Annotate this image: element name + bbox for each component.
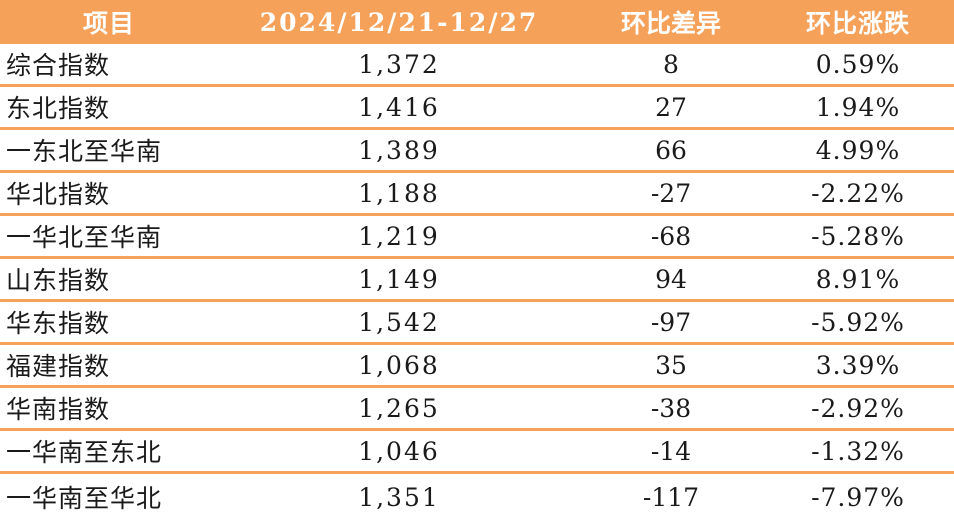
row-name: 一华南至华北 <box>6 484 163 513</box>
table-row: 一华南至东北 1,046 -14 -1.32% <box>0 431 954 474</box>
row-value: 1,389 <box>358 135 440 165</box>
row-change: 1.94% <box>815 92 901 122</box>
row-name: 一华南至东北 <box>6 438 163 467</box>
header-change: 环比涨跌 <box>805 9 910 38</box>
row-diff: -68 <box>650 221 692 251</box>
row-diff: 66 <box>655 135 687 165</box>
row-name: 综合指数 <box>6 51 111 80</box>
row-name: 华北指数 <box>6 180 111 209</box>
row-diff: -38 <box>650 393 692 423</box>
table-row: 一华南至华北 1,351 -117 -7.97% <box>0 474 954 520</box>
row-change: -2.92% <box>811 393 905 423</box>
row-name: 一东北至华南 <box>6 137 163 166</box>
table-row: 福建指数 1,068 35 3.39% <box>0 345 954 388</box>
table-body: 综合指数 1,372 8 0.59% 东北指数 1,416 27 1.94% 一东北至华南 1,3… <box>0 44 954 520</box>
row-change: 4.99% <box>815 135 901 165</box>
row-value: 1,542 <box>358 307 440 337</box>
row-diff: 35 <box>655 350 687 380</box>
table-row: 山东指数 1,149 94 8.91% <box>0 259 954 302</box>
row-value: 1,149 <box>358 264 440 294</box>
row-diff: 27 <box>655 92 687 122</box>
table-row: 东北指数 1,416 27 1.94% <box>0 87 954 130</box>
row-diff: -117 <box>642 482 700 512</box>
row-diff: -14 <box>650 436 692 466</box>
row-value: 1,219 <box>358 221 440 251</box>
row-name: 华东指数 <box>6 309 111 338</box>
row-value: 1,416 <box>358 92 440 122</box>
header-period: 2024/12/21-12/27 <box>259 7 539 37</box>
row-name: 山东指数 <box>6 266 111 295</box>
table-header: 项目 2024/12/21-12/27 环比差异 环比涨跌 <box>0 0 954 44</box>
header-item: 项目 <box>82 9 135 38</box>
table-row: 综合指数 1,372 8 0.59% <box>0 44 954 87</box>
header-diff: 环比差异 <box>620 9 721 38</box>
table-row: 一华北至华南 1,219 -68 -5.28% <box>0 216 954 259</box>
table-row: 华南指数 1,265 -38 -2.92% <box>0 388 954 431</box>
row-value: 1,351 <box>358 482 440 512</box>
row-change: -5.28% <box>811 221 905 251</box>
row-change: -2.22% <box>811 178 905 208</box>
row-diff: -27 <box>650 178 692 208</box>
row-name: 福建指数 <box>6 352 111 381</box>
row-name: 一华北至华南 <box>6 223 163 252</box>
row-value: 1,372 <box>358 49 440 79</box>
row-change: -5.92% <box>811 307 905 337</box>
row-diff: -97 <box>650 307 692 337</box>
row-diff: 8 <box>663 49 679 79</box>
row-value: 1,068 <box>358 350 440 380</box>
row-diff: 94 <box>655 264 687 294</box>
row-change: 3.39% <box>815 350 901 380</box>
row-change: -7.97% <box>811 482 905 512</box>
row-value: 1,265 <box>358 393 440 423</box>
row-change: -1.32% <box>811 436 905 466</box>
row-name: 东北指数 <box>6 94 111 123</box>
row-change: 8.91% <box>815 264 901 294</box>
row-change: 0.59% <box>815 49 901 79</box>
row-value: 1,046 <box>358 436 440 466</box>
row-value: 1,188 <box>358 178 440 208</box>
table-row: 华东指数 1,542 -97 -5.92% <box>0 302 954 345</box>
row-name: 华南指数 <box>6 395 111 424</box>
table-row: 华北指数 1,188 -27 -2.22% <box>0 173 954 216</box>
table-row: 一东北至华南 1,389 66 4.99% <box>0 130 954 173</box>
